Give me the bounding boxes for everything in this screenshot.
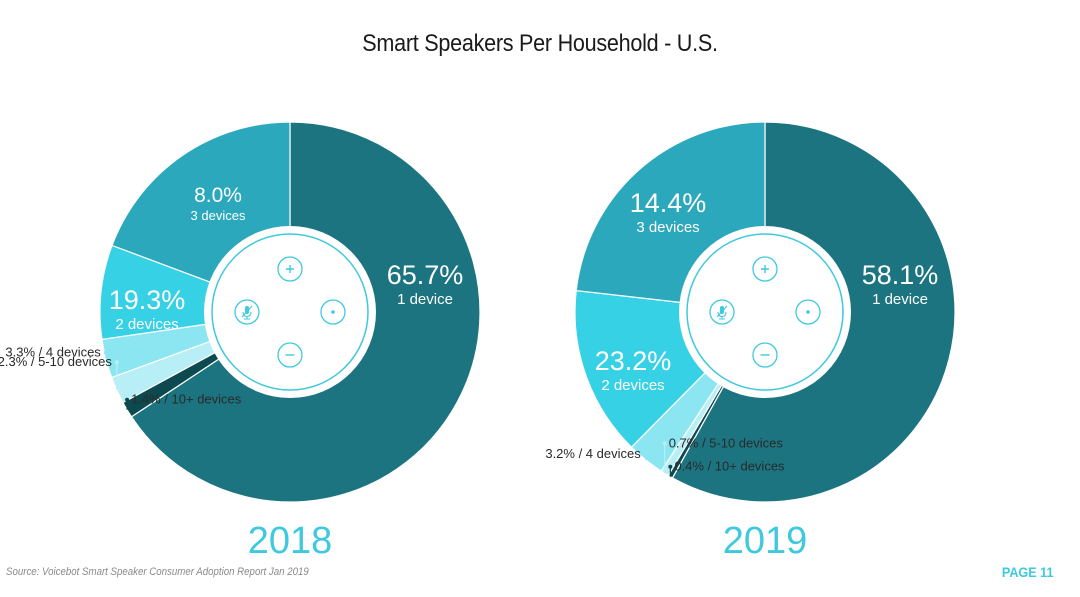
slice-category-label: 1 device [872,291,928,308]
plus-icon [277,256,303,282]
action-dot-icon [795,299,821,325]
label-10plus-devices: 1.4% / 10+ devices [125,392,242,410]
plus-icon [752,256,778,282]
label-1-device: 65.7%1 device [387,260,464,308]
slice-category-label: 2 devices [601,377,664,394]
leader-dot [668,464,673,469]
center-hole [204,226,376,398]
slice-value-label: 14.4% [630,188,707,218]
slice-category-label: 3 devices [191,208,246,223]
slice-value-label: 8.0% [194,184,242,207]
callout-label: 3.2% / 4 devices [545,446,641,461]
label-5-10-devices: 0.7% / 5-10 devices [662,435,784,474]
leader-dot [662,441,667,446]
label-10plus-devices: 0.4% / 10+ devices [668,459,785,477]
callout-label: 0.4% / 10+ devices [674,459,785,474]
callout-label: 3.3% / 4 devices [5,345,101,360]
chart-title: Smart Speakers Per Household - U.S. [362,30,718,57]
slice-category-label: 2 devices [115,316,178,333]
center-hole [679,226,851,398]
callout-label: 2.3% / 5-10 devices [0,354,112,369]
label-5-10-devices: 2.3% / 5-10 devices [0,354,119,391]
leader-dot [103,350,108,355]
pie-year-title: 2019 [723,520,808,562]
minus-icon [752,342,778,368]
minus-icon [277,342,303,368]
label-4-devices: 3.2% / 4 devices [545,446,648,461]
source-note: Source: Voicebot Smart Speaker Consumer … [6,566,309,578]
slice-value-label: 23.2% [595,346,672,376]
leader-dot [643,451,648,456]
pie-year-title: 2018 [248,520,333,562]
leader-dot [114,360,119,365]
slice-value-label: 58.1% [862,260,939,290]
mic-off-icon [709,299,735,325]
label-3-devices: 8.0%3 devices [191,184,246,223]
label-4-devices: 3.3% / 4 devices [5,345,108,360]
page-number: PAGE 11 [1001,564,1054,580]
label-3-devices: 14.4%3 devices [630,188,707,236]
label-1-device: 58.1%1 device [862,260,939,308]
slice-category-label: 1 device [397,291,453,308]
slice-value-label: 65.7% [387,260,464,290]
callout-label: 0.7% / 5-10 devices [669,435,784,450]
speaker-ring [686,233,844,391]
callout-label: 1.4% / 10+ devices [131,392,242,407]
pie-2019: 58.1%1 device 23.2%2 devices 14.4%3 device… [545,121,956,562]
label-2-devices: 23.2%2 devices [595,346,672,394]
slice-category-label: 3 devices [636,219,699,236]
label-2-devices: 19.3%2 devices [109,285,186,333]
leader-dot [125,397,130,402]
slice-value-label: 19.3% [109,285,186,315]
mic-off-icon [234,299,260,325]
pie-2018: 65.7%1 device 19.3%2 devices 8.0%3 devices… [0,121,481,562]
action-dot-icon [320,299,346,325]
speaker-ring [211,233,369,391]
